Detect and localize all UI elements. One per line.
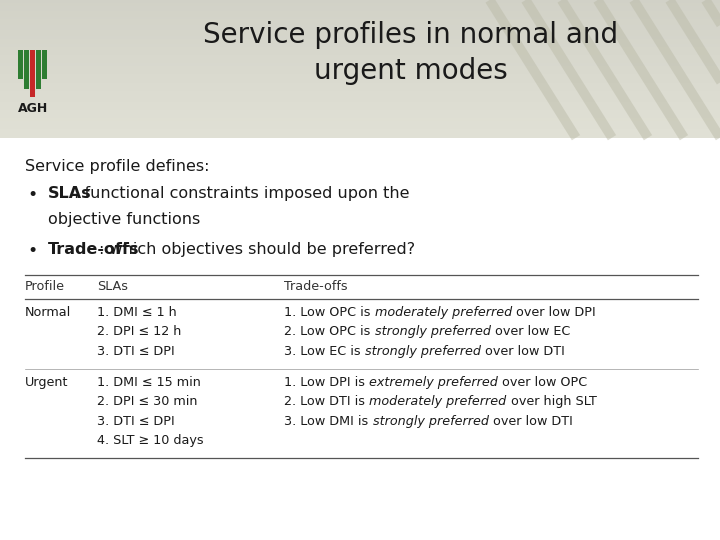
Text: SLAs: SLAs bbox=[97, 280, 128, 293]
FancyBboxPatch shape bbox=[0, 8, 720, 11]
FancyBboxPatch shape bbox=[0, 124, 720, 127]
Text: 3. DTI ≤ DPI: 3. DTI ≤ DPI bbox=[97, 345, 175, 357]
FancyBboxPatch shape bbox=[0, 38, 720, 42]
Text: objective functions: objective functions bbox=[48, 212, 199, 227]
FancyBboxPatch shape bbox=[0, 96, 720, 99]
FancyBboxPatch shape bbox=[0, 127, 720, 130]
FancyBboxPatch shape bbox=[0, 47, 720, 50]
FancyBboxPatch shape bbox=[18, 50, 23, 79]
FancyBboxPatch shape bbox=[0, 55, 720, 58]
Text: over low OPC: over low OPC bbox=[498, 376, 588, 389]
Text: AGH: AGH bbox=[18, 102, 48, 114]
FancyBboxPatch shape bbox=[0, 99, 720, 102]
FancyBboxPatch shape bbox=[0, 63, 720, 66]
FancyBboxPatch shape bbox=[0, 58, 720, 60]
Text: 4. SLT ≥ 10 days: 4. SLT ≥ 10 days bbox=[97, 434, 204, 447]
Text: 2. DPI ≤ 12 h: 2. DPI ≤ 12 h bbox=[97, 325, 181, 338]
Text: over low EC: over low EC bbox=[491, 325, 570, 338]
FancyBboxPatch shape bbox=[0, 17, 720, 19]
Text: strongly preferred: strongly preferred bbox=[373, 415, 489, 428]
FancyBboxPatch shape bbox=[36, 50, 41, 89]
Text: •: • bbox=[27, 186, 37, 204]
FancyBboxPatch shape bbox=[0, 69, 720, 72]
FancyBboxPatch shape bbox=[0, 22, 720, 25]
Text: Trade-offs: Trade-offs bbox=[48, 242, 139, 257]
Text: Service profile defines:: Service profile defines: bbox=[25, 159, 210, 174]
FancyBboxPatch shape bbox=[0, 116, 720, 118]
Text: 1. DMI ≤ 15 min: 1. DMI ≤ 15 min bbox=[97, 376, 201, 389]
Text: over low DPI: over low DPI bbox=[512, 306, 596, 319]
Text: Service profiles in normal and: Service profiles in normal and bbox=[203, 21, 618, 49]
FancyBboxPatch shape bbox=[0, 50, 720, 52]
FancyBboxPatch shape bbox=[0, 25, 720, 28]
FancyBboxPatch shape bbox=[24, 50, 29, 89]
FancyBboxPatch shape bbox=[0, 3, 720, 5]
FancyBboxPatch shape bbox=[42, 50, 48, 79]
Text: •: • bbox=[27, 242, 37, 260]
FancyBboxPatch shape bbox=[0, 118, 720, 121]
Text: 3. Low EC is: 3. Low EC is bbox=[284, 345, 365, 357]
Text: over high SLT: over high SLT bbox=[507, 395, 597, 408]
Text: over low DTI: over low DTI bbox=[489, 415, 572, 428]
FancyBboxPatch shape bbox=[0, 72, 720, 75]
Text: : functional constraints imposed upon the: : functional constraints imposed upon th… bbox=[74, 186, 410, 201]
Text: moderately preferred: moderately preferred bbox=[375, 306, 512, 319]
FancyBboxPatch shape bbox=[30, 50, 35, 97]
FancyBboxPatch shape bbox=[0, 88, 720, 91]
Text: strongly preferred: strongly preferred bbox=[375, 325, 491, 338]
FancyBboxPatch shape bbox=[0, 75, 720, 77]
Text: 1. DMI ≤ 1 h: 1. DMI ≤ 1 h bbox=[97, 306, 177, 319]
Text: 1. Low OPC is: 1. Low OPC is bbox=[284, 306, 375, 319]
FancyBboxPatch shape bbox=[0, 132, 720, 135]
FancyBboxPatch shape bbox=[0, 19, 720, 22]
Text: SLAs: SLAs bbox=[48, 186, 91, 201]
Text: extremely preferred: extremely preferred bbox=[369, 376, 498, 389]
FancyBboxPatch shape bbox=[0, 0, 720, 3]
Text: 2. Low OPC is: 2. Low OPC is bbox=[284, 325, 375, 338]
Text: Normal: Normal bbox=[25, 306, 71, 319]
Text: : which objectives should be preferred?: : which objectives should be preferred? bbox=[99, 242, 415, 257]
FancyBboxPatch shape bbox=[0, 14, 720, 17]
FancyBboxPatch shape bbox=[0, 105, 720, 107]
Text: over low DTI: over low DTI bbox=[481, 345, 565, 357]
FancyBboxPatch shape bbox=[0, 91, 720, 93]
FancyBboxPatch shape bbox=[0, 121, 720, 124]
Text: Urgent: Urgent bbox=[25, 376, 68, 389]
FancyBboxPatch shape bbox=[0, 33, 720, 36]
Text: moderately preferred: moderately preferred bbox=[369, 395, 507, 408]
Text: Profile: Profile bbox=[25, 280, 66, 293]
Text: 1. Low DPI is: 1. Low DPI is bbox=[284, 376, 369, 389]
Text: Trade-offs: Trade-offs bbox=[284, 280, 348, 293]
FancyBboxPatch shape bbox=[0, 113, 720, 116]
Text: 3. Low DMI is: 3. Low DMI is bbox=[284, 415, 373, 428]
FancyBboxPatch shape bbox=[0, 77, 720, 80]
FancyBboxPatch shape bbox=[0, 80, 720, 83]
FancyBboxPatch shape bbox=[0, 30, 720, 33]
FancyBboxPatch shape bbox=[0, 83, 720, 85]
FancyBboxPatch shape bbox=[0, 52, 720, 55]
FancyBboxPatch shape bbox=[0, 36, 720, 38]
Text: urgent modes: urgent modes bbox=[313, 57, 508, 85]
FancyBboxPatch shape bbox=[0, 42, 720, 44]
FancyBboxPatch shape bbox=[0, 130, 720, 132]
FancyBboxPatch shape bbox=[0, 110, 720, 113]
Text: strongly preferred: strongly preferred bbox=[365, 345, 481, 357]
FancyBboxPatch shape bbox=[0, 85, 720, 88]
FancyBboxPatch shape bbox=[0, 107, 720, 110]
FancyBboxPatch shape bbox=[0, 93, 720, 96]
FancyBboxPatch shape bbox=[0, 135, 720, 138]
FancyBboxPatch shape bbox=[0, 66, 720, 69]
Text: 2. DPI ≤ 30 min: 2. DPI ≤ 30 min bbox=[97, 395, 198, 408]
FancyBboxPatch shape bbox=[0, 11, 720, 14]
FancyBboxPatch shape bbox=[0, 60, 720, 63]
FancyBboxPatch shape bbox=[0, 28, 720, 30]
FancyBboxPatch shape bbox=[0, 5, 720, 8]
FancyBboxPatch shape bbox=[0, 102, 720, 105]
Text: 2. Low DTI is: 2. Low DTI is bbox=[284, 395, 369, 408]
FancyBboxPatch shape bbox=[0, 44, 720, 47]
Text: 3. DTI ≤ DPI: 3. DTI ≤ DPI bbox=[97, 415, 175, 428]
